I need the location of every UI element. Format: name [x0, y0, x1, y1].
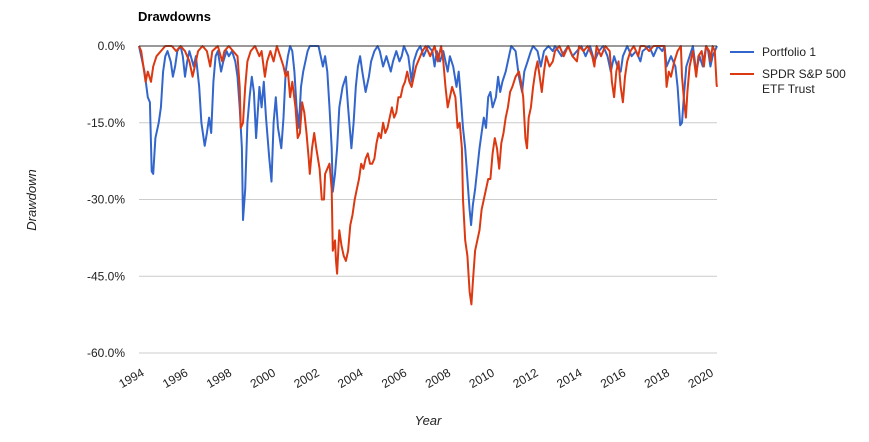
y-tick-label: -60.0%: [87, 346, 125, 360]
chart-title: Drawdowns: [138, 9, 211, 24]
x-axis-label: Year: [415, 413, 442, 428]
y-tick-label: -15.0%: [87, 116, 125, 130]
x-tick-label: 2018: [642, 365, 672, 391]
series-line-2: [138, 45, 718, 306]
series-line-1: [138, 45, 718, 227]
legend-label-2: SPDR S&P 500 ETF Trust: [762, 67, 846, 96]
y-axis-label: Drawdown: [24, 169, 39, 230]
x-tick-label: 2008: [423, 365, 453, 391]
legend: Portfolio 1 SPDR S&P 500 ETF Trust: [730, 45, 846, 96]
x-tick-label: 2012: [510, 365, 540, 391]
x-tick-label: 1998: [204, 365, 234, 391]
x-tick-label: 2006: [379, 365, 409, 391]
gridlines: [139, 122, 717, 354]
x-tick-label: 2016: [598, 365, 628, 391]
x-tick-label: 2004: [335, 365, 365, 391]
y-tick-label: -30.0%: [87, 193, 125, 207]
x-tick-label: 1996: [160, 365, 190, 391]
y-axis-ticks: 0.0% -15.0% -30.0% -45.0% -60.0%: [87, 39, 125, 360]
x-axis-ticks: 1994 1996 1998 2000 2002 2004 2006 2008 2010 2012…: [116, 365, 716, 391]
x-tick-label: 2010: [467, 365, 497, 391]
x-tick-label: 2020: [686, 365, 716, 391]
x-tick-label: 2014: [554, 365, 584, 391]
x-tick-label: 2000: [248, 365, 278, 391]
series-lines: [138, 45, 718, 306]
x-tick-label: 2002: [292, 365, 322, 391]
y-tick-label: 0.0%: [98, 39, 126, 53]
y-tick-label: -45.0%: [87, 269, 125, 283]
x-tick-label: 1994: [116, 365, 146, 391]
legend-label-1: Portfolio 1: [762, 45, 816, 59]
